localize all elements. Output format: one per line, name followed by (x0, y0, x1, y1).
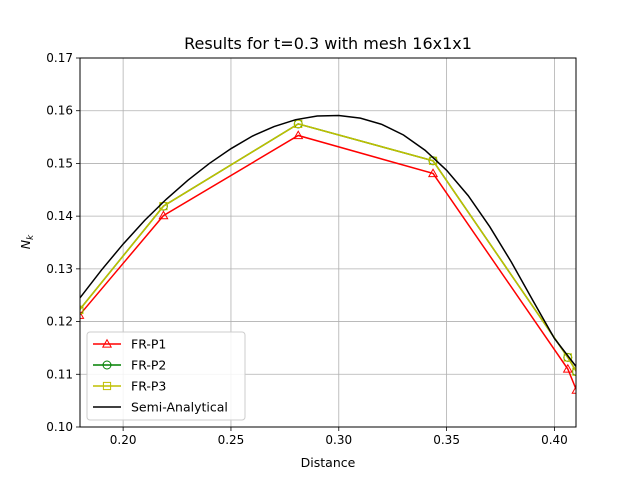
data-point-fr-p1 (427, 168, 439, 178)
y-tick-label: 0.11 (46, 367, 73, 381)
x-tick-label: 0.35 (433, 433, 460, 447)
legend-marker (102, 381, 112, 391)
series-line-fr-p3 (80, 123, 576, 373)
legend-item-semi-analytical: Semi-Analytical (93, 400, 228, 415)
y-axis-label-main: N (18, 239, 33, 249)
series-fr-p1 (80, 130, 576, 394)
legend-label: FR-P3 (131, 379, 166, 394)
data-point-fr-p1 (80, 311, 85, 319)
legend: FR-P1 FR-P2 FR-P3 Semi-Analytical (86, 331, 246, 421)
data-point-fr-p1 (158, 210, 169, 220)
legend-label: FR-P2 (131, 358, 166, 373)
chart-title: Results for t=0.3 with mesh 16x1x1 (184, 34, 472, 53)
y-tick-label: 0.12 (46, 315, 73, 329)
y-axis-label: Nk (18, 234, 36, 249)
y-tick-label: 0.10 (46, 420, 73, 434)
x-tick-label: 0.25 (218, 433, 245, 447)
y-axis-label-subscript: k (26, 234, 36, 240)
grid (80, 57, 576, 428)
data-point-fr-p3 (294, 119, 303, 128)
legend-label: FR-P1 (131, 337, 166, 352)
legend-marker (102, 360, 112, 370)
data-point-fr-p3 (563, 353, 572, 362)
x-axis-label: Distance (301, 455, 356, 470)
x-tick-label: 0.30 (325, 433, 352, 447)
legend-item-fr-p1: FR-P1 (93, 337, 166, 352)
data-point-fr-p1 (571, 385, 576, 394)
legend-box (86, 331, 246, 421)
series-line-semi-analytical (80, 114, 576, 367)
series-semi-analytical (80, 114, 576, 367)
y-tick-label: 0.14 (46, 209, 73, 223)
y-tick-label: 0.15 (46, 156, 73, 170)
legend-item-fr-p3: FR-P3 (93, 379, 166, 394)
series-group (80, 114, 576, 394)
legend-label: Semi-Analytical (131, 400, 228, 415)
plot-frame (79, 57, 577, 428)
y-tick-label: 0.17 (46, 51, 73, 65)
legend-item-fr-p2: FR-P2 (93, 358, 166, 373)
ticks: 0.20 0.25 0.30 0.35 0.40 0.10 0.11 0.12 0.13 0.14… (46, 51, 568, 447)
data-point-fr-p3 (80, 305, 84, 315)
x-tick-label: 0.20 (110, 433, 137, 447)
x-tick-label: 0.40 (541, 433, 568, 447)
legend-marker (101, 338, 113, 348)
data-point-fr-p1 (562, 363, 573, 373)
data-point-fr-p1 (293, 130, 304, 140)
y-tick-label: 0.16 (46, 104, 73, 118)
data-point-fr-p3 (572, 367, 576, 376)
y-tick-label: 0.13 (46, 262, 73, 276)
